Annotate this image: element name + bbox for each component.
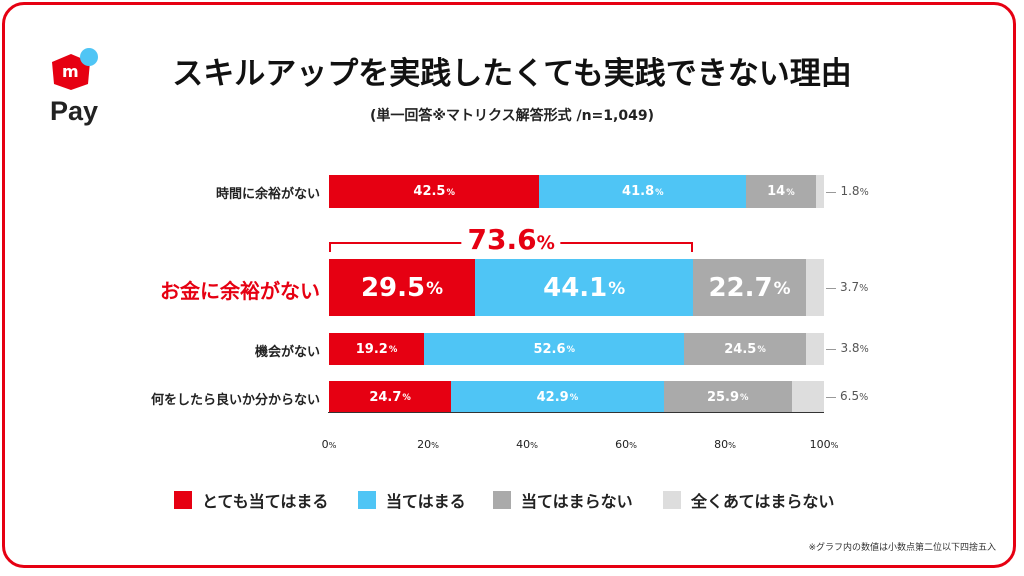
legend-swatch [358, 491, 376, 509]
data-label-outside: 3.7% [840, 279, 869, 294]
legend-label: 当てはまる [386, 492, 466, 511]
label-leader-line [826, 349, 837, 350]
x-tick-label: 40% [516, 438, 538, 451]
category-label: 時間に余裕がない [215, 187, 320, 203]
cube-icon [52, 54, 90, 90]
logo-text: Pay [50, 96, 99, 126]
legend-label: 当てはまらない [521, 492, 633, 511]
legend-swatch [663, 491, 681, 509]
annotation-total-label: 73.6% [461, 223, 561, 256]
bar-segment-true: 44.1% [475, 259, 694, 316]
bar-segment-not-at-all-true [805, 259, 824, 316]
x-tick-label: 100% [809, 438, 839, 451]
chart-title: スキルアップを実践したくても実践できない理由 [172, 56, 852, 92]
bar-segment-not-true: 14% [746, 175, 816, 208]
bar-segment-true: 41.8% [539, 175, 747, 208]
merpay-logo: m Pay [48, 48, 108, 128]
label-leader-line [826, 191, 837, 193]
category-label: 機会がない [254, 344, 320, 360]
logo-dot [80, 48, 98, 66]
legend-swatch [493, 491, 511, 509]
category-label: お金に余裕がない [160, 278, 320, 303]
legend-label: 全くあてはまらない [691, 492, 835, 511]
annotation-bracket-end [329, 242, 331, 252]
bar-segment-not-at-all-true [815, 175, 825, 208]
label-leader-line [826, 397, 836, 398]
bar-segment-true: 42.9% [451, 381, 664, 413]
annotation-bracket-end [691, 242, 694, 252]
bar-segment-not-at-all-true [805, 333, 825, 365]
data-label-outside: 3.8% [840, 341, 869, 355]
bar-segment-not-true: 22.7% [693, 259, 806, 316]
data-label-outside: 6.5% [840, 389, 869, 403]
bar-segment-very-true: 29.5% [329, 259, 476, 316]
bar-segment-true: 52.6% [424, 333, 685, 365]
bar-segment-not-true: 24.5% [684, 333, 806, 365]
chart-subtitle: (単一回答※マトリクス解答形式 /n=1,049) [370, 108, 654, 124]
category-label: 何をしたら良いか分からない [150, 392, 320, 408]
legend-item-not-true: 当てはまらない [493, 488, 633, 512]
legend-label: とても当てはまる [202, 492, 329, 511]
x-axis-line [328, 412, 824, 413]
x-tick-label: 60% [615, 438, 637, 451]
card-frame [2, 2, 1016, 568]
x-tick-label: 80% [714, 438, 736, 451]
footnote: ※グラフ内の数値は小数点第二位以下四捨五入 [808, 543, 996, 553]
logo-mark: m [62, 62, 79, 81]
legend-item-very-true: とても当てはまる [174, 488, 328, 512]
bar-segment-very-true: 19.2% [329, 333, 425, 365]
legend-item-true: 当てはまる [358, 488, 466, 512]
data-label-outside: 1.8% [840, 183, 869, 198]
x-tick-label: 0% [321, 438, 337, 451]
legend-swatch [174, 491, 192, 509]
bar-segment-not-true: 25.9% [663, 381, 792, 413]
bar-segment-very-true: 42.5% [329, 175, 540, 208]
bar-segment-not-at-all-true [791, 381, 824, 413]
bar-segment-very-true: 24.7% [329, 381, 452, 413]
legend-item-not-at-all-true: 全くあてはまらない [663, 488, 834, 512]
x-tick-label: 20% [417, 438, 439, 451]
label-leader-line [826, 287, 836, 289]
